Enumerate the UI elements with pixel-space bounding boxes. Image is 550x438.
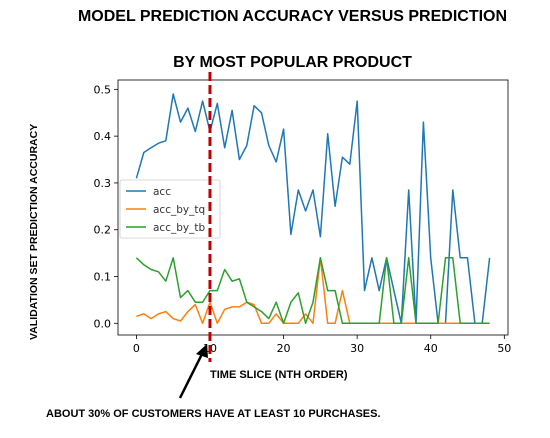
x-tick-label: 30 [350, 342, 364, 355]
x-tick-label: 20 [277, 342, 291, 355]
y-tick-label: 0.4 [94, 130, 112, 143]
plot-frame [117, 79, 509, 336]
series-line-acc-by-tb [135, 257, 490, 325]
y-tick-label: 0.1 [94, 271, 112, 284]
series-line-acc [135, 93, 491, 325]
x-tick-label: 0 [133, 342, 140, 355]
chart-title-line-2: BY MOST POPULAR PRODUCT [173, 54, 412, 71]
y-tick-label: 0.2 [94, 224, 112, 237]
legend-label-acc: acc [153, 186, 171, 198]
plot-layer: 010203040500.00.10.20.30.40.5accacc_by_t… [94, 72, 511, 399]
chart-title-line-1: MODEL PREDICTION ACCURACY VERSUS PREDICT… [77, 8, 508, 25]
legend-label-acc-by-tb: acc_by_tb [153, 222, 205, 234]
legend-label-acc-by-tq: acc_by_tq [153, 204, 205, 216]
y-tick-label: 0.0 [94, 317, 112, 330]
annotation-arrow-head [196, 344, 208, 358]
x-axis-label: TIME SLICE (NTH ORDER) [210, 369, 348, 381]
y-tick-label: 0.3 [94, 177, 112, 190]
x-tick-label: 40 [424, 342, 438, 355]
x-tick-label: 50 [497, 342, 511, 355]
annotation-text: ABOUT 30% OF CUSTOMERS HAVE AT LEAST 10 … [46, 408, 381, 420]
legend-box [119, 179, 221, 239]
annotation-arrow-shaft [178, 351, 205, 399]
y-tick-label: 0.5 [94, 83, 112, 96]
